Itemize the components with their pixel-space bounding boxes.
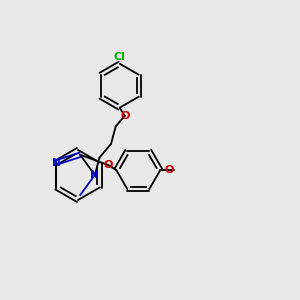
Text: O: O <box>165 165 174 175</box>
Text: N: N <box>90 170 99 180</box>
Text: N: N <box>52 158 61 167</box>
Text: O: O <box>103 160 113 170</box>
Text: Cl: Cl <box>114 52 126 62</box>
Text: O: O <box>120 111 129 121</box>
